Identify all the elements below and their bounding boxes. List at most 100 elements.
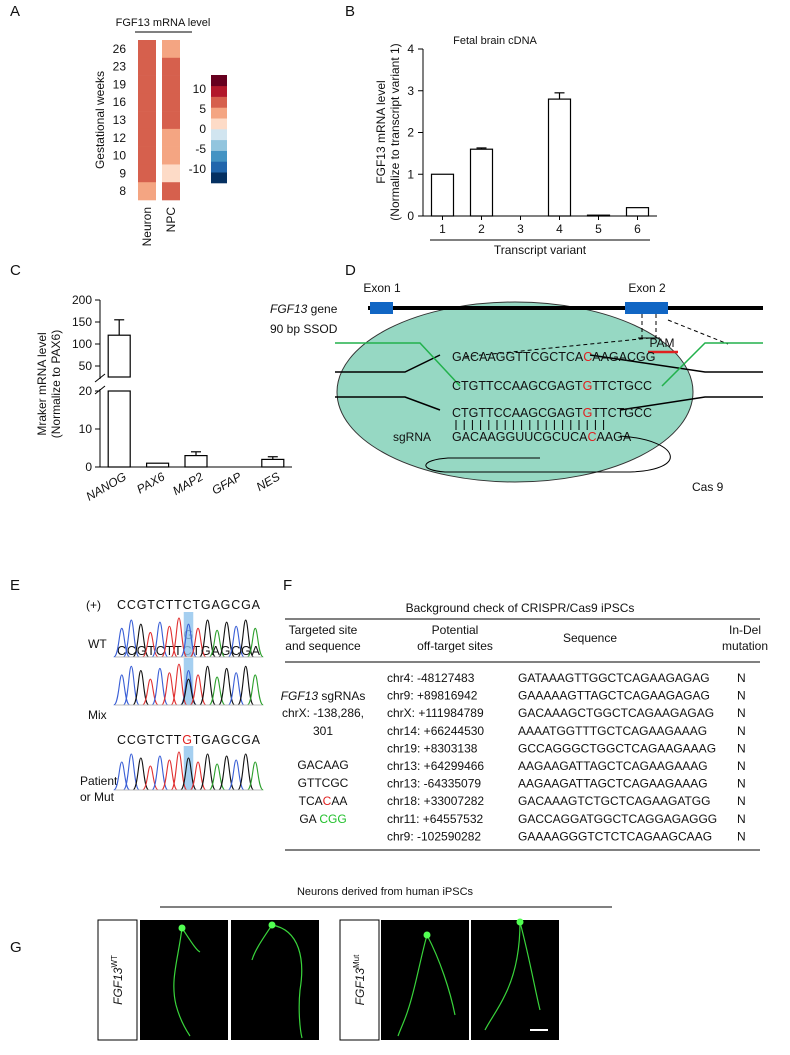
trace-peak (246, 674, 264, 706)
text-part: GTTCGC (298, 776, 349, 790)
label: or Mut (80, 790, 115, 804)
table-cell: GTTCGC (298, 776, 349, 790)
x-tick-label: 5 (595, 222, 602, 236)
text-part: WT (110, 955, 119, 968)
x-tick-label: GFAP (209, 469, 244, 497)
highlight (183, 746, 194, 790)
colorbar-step (211, 139, 227, 151)
bar (184, 455, 208, 468)
micrograph (381, 920, 469, 1040)
exon (625, 302, 668, 314)
trace-peak (122, 753, 140, 791)
heat-cell (162, 57, 180, 76)
table-cell: chr13: +64299466 (387, 759, 484, 773)
dna-strand (335, 354, 763, 373)
table-cell: N (737, 812, 746, 826)
x-tick-label: 3 (517, 222, 524, 236)
table-cell: N (737, 794, 746, 808)
colorbar-tick-label: 10 (193, 82, 207, 96)
table-cell: chr4: -48127483 (387, 671, 475, 685)
y-tick-label: 0 (85, 460, 92, 474)
sequence: CCGTCTTCTGAGCGA (117, 598, 261, 612)
text-part: AAGACGG (592, 350, 655, 364)
bar (547, 98, 572, 217)
table-cell: GACAAG (297, 758, 348, 772)
table-cell: GAAAAAGTTAGCTCAGAAGAGAG (518, 689, 710, 703)
heat-cell (138, 57, 156, 76)
table-cell: chr13: -64335079 (387, 777, 481, 791)
colorbar-step (211, 129, 227, 141)
text-part: sgRNAs (318, 689, 365, 703)
label: Background check of CRISPR/Cas9 iPSCs (406, 601, 635, 615)
text-part: G (583, 406, 593, 420)
y-tick-label: 2 (407, 126, 414, 140)
label: Mix (88, 708, 107, 722)
trace-peak (199, 753, 217, 791)
text-part: TGAGCGA (193, 733, 261, 747)
bar (430, 173, 455, 217)
axis-title: (Normalize to PAX6) (49, 330, 63, 438)
text-part: GACAAGGTTCGCTCA (452, 350, 584, 364)
heat-cell (162, 93, 180, 112)
text-part: CTGTTCCAAGCGAGT (452, 406, 583, 420)
sequence: GACAAGGUUCGCUCACAAGA (452, 430, 632, 444)
text-part: TCA (299, 794, 323, 808)
y-tick-label: 10 (79, 422, 93, 436)
table-header: and sequence (285, 639, 361, 653)
text-part: C (587, 430, 596, 444)
trace-peak (218, 667, 236, 706)
panel-letter: B (345, 3, 355, 20)
x-tick-label: NES (254, 469, 282, 493)
panel-letter: F (283, 577, 292, 594)
soma (423, 931, 431, 939)
micrograph (471, 920, 559, 1040)
soma (516, 918, 524, 926)
label: Patient (80, 774, 118, 788)
soma (268, 921, 276, 929)
genotype-label: FGF13Mut (352, 954, 367, 1005)
trace-peak (132, 623, 150, 658)
colorbar-step (211, 118, 227, 130)
heat-cell (138, 128, 156, 147)
axis-break (94, 385, 106, 395)
panel-letter: C (10, 262, 21, 279)
colorbar-step (211, 96, 227, 108)
text-part: GA (299, 812, 319, 826)
sgrna-scaffold (425, 435, 671, 473)
trace-peak (122, 665, 140, 706)
table-cell: AAAATGGTTTGCTCAGAAGAAAG (518, 724, 707, 738)
table-header: mutation (722, 639, 768, 653)
text-part: C (583, 350, 592, 364)
text-part: FGF13 (270, 302, 308, 316)
heat-cell (162, 146, 180, 165)
chart-title: FGF13 mRNA level (116, 17, 211, 29)
table-cell: chr9: -102590282 (387, 829, 481, 843)
x-tick-label: MAP2 (170, 469, 206, 498)
table-cell: N (737, 724, 746, 738)
panel-letter: G (10, 939, 22, 956)
y-tick-label: 20 (79, 384, 93, 398)
y-tick-label: 200 (72, 293, 92, 307)
y-tick-label: 1 (407, 167, 414, 181)
trace-peak (199, 665, 217, 706)
colorbar-step (211, 150, 227, 162)
heat-cell (138, 164, 156, 183)
table-cell: chrX: -138,286, (282, 706, 364, 720)
text-part: FGF13 (281, 689, 319, 703)
table-cell: N (737, 777, 746, 791)
table-cell: N (737, 689, 746, 703)
table-header: Potential (432, 623, 479, 637)
x-tick-label: 1 (439, 222, 446, 236)
axis-title: Mraker mRNA level (35, 332, 49, 435)
trace-peak (132, 670, 150, 706)
label: Exon 2 (628, 281, 666, 295)
colorbar-tick-label: 5 (199, 102, 206, 116)
trace-peak (199, 619, 217, 658)
bar-lower (107, 390, 131, 468)
heat-cell (138, 182, 156, 201)
trace-peak (246, 761, 264, 791)
sequence: CTGTTCCAAGCGAGTGTTCTGCC (452, 379, 652, 393)
table-cell: GATAAAGTTGGCTCAGAAGAGAG (518, 671, 710, 685)
x-tick-label: 4 (556, 222, 563, 236)
